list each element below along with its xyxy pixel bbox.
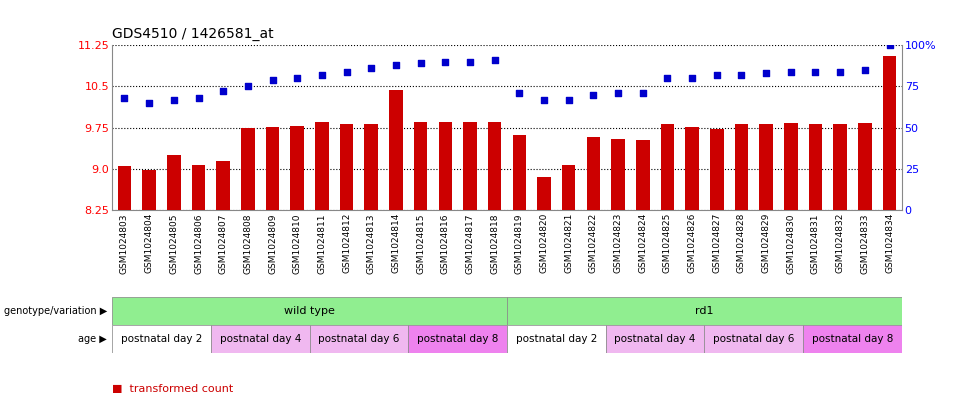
Point — [833, 68, 848, 75]
Bar — [704, 325, 803, 353]
Point — [783, 68, 799, 75]
Bar — [439, 122, 452, 210]
Bar — [413, 122, 427, 210]
Point — [684, 75, 700, 81]
Point — [536, 97, 552, 103]
Bar — [488, 122, 501, 210]
Point — [462, 59, 478, 65]
Bar — [605, 325, 704, 353]
Point — [412, 60, 428, 66]
Bar — [192, 165, 206, 210]
Bar — [142, 170, 156, 210]
Text: age ▶: age ▶ — [79, 334, 107, 344]
Bar — [661, 124, 674, 210]
Bar — [803, 325, 902, 353]
Point — [660, 75, 676, 81]
Text: postnatal day 6: postnatal day 6 — [318, 334, 400, 344]
Bar — [167, 155, 180, 210]
Bar — [409, 325, 507, 353]
Text: postnatal day 4: postnatal day 4 — [614, 334, 696, 344]
Bar — [507, 297, 902, 325]
Text: wild type: wild type — [284, 306, 335, 316]
Point — [141, 100, 157, 106]
Bar — [389, 90, 403, 210]
Bar — [112, 325, 211, 353]
Point — [857, 67, 873, 73]
Text: postnatal day 2: postnatal day 2 — [121, 334, 202, 344]
Point — [290, 75, 305, 81]
Bar — [537, 177, 551, 210]
Bar — [808, 124, 822, 210]
Point — [512, 90, 527, 96]
Point — [709, 72, 724, 78]
Bar — [834, 124, 847, 210]
Point — [338, 68, 354, 75]
Text: postnatal day 4: postnatal day 4 — [219, 334, 301, 344]
Bar — [463, 122, 477, 210]
Text: postnatal day 6: postnatal day 6 — [713, 334, 795, 344]
Point — [438, 59, 453, 65]
Point — [635, 90, 650, 96]
Bar — [513, 135, 526, 210]
Text: postnatal day 8: postnatal day 8 — [417, 334, 498, 344]
Text: ■  transformed count: ■ transformed count — [112, 384, 233, 393]
Bar — [587, 137, 601, 210]
Bar — [858, 123, 872, 210]
Text: postnatal day 8: postnatal day 8 — [812, 334, 893, 344]
Bar — [266, 127, 279, 210]
Bar — [507, 325, 605, 353]
Point — [265, 77, 281, 83]
Point — [733, 72, 749, 78]
Bar — [735, 124, 748, 210]
Bar — [118, 166, 132, 210]
Bar — [365, 124, 378, 210]
Point — [364, 65, 379, 72]
Point — [191, 95, 207, 101]
Point — [215, 88, 231, 95]
Text: GDS4510 / 1426581_at: GDS4510 / 1426581_at — [112, 28, 274, 41]
Bar — [211, 325, 310, 353]
Bar — [562, 165, 575, 210]
Text: genotype/variation ▶: genotype/variation ▶ — [4, 306, 107, 316]
Point — [487, 57, 502, 63]
Text: postnatal day 2: postnatal day 2 — [516, 334, 597, 344]
Bar — [315, 122, 329, 210]
Point — [561, 97, 576, 103]
Bar — [611, 139, 625, 210]
Bar — [710, 129, 723, 210]
Point — [166, 97, 181, 103]
Bar — [760, 124, 773, 210]
Bar — [241, 128, 254, 210]
Point — [240, 83, 255, 90]
Bar — [112, 297, 507, 325]
Point — [586, 92, 602, 98]
Point — [610, 90, 626, 96]
Point — [881, 42, 897, 48]
Bar — [636, 140, 649, 210]
Point — [388, 62, 404, 68]
Point — [759, 70, 774, 76]
Bar — [685, 127, 699, 210]
Text: rd1: rd1 — [695, 306, 714, 316]
Bar — [310, 325, 409, 353]
Point — [117, 95, 133, 101]
Bar — [291, 126, 304, 210]
Point — [807, 68, 823, 75]
Bar — [882, 56, 896, 210]
Bar — [784, 123, 798, 210]
Point — [314, 72, 330, 78]
Bar — [340, 125, 353, 210]
Bar — [216, 161, 230, 210]
